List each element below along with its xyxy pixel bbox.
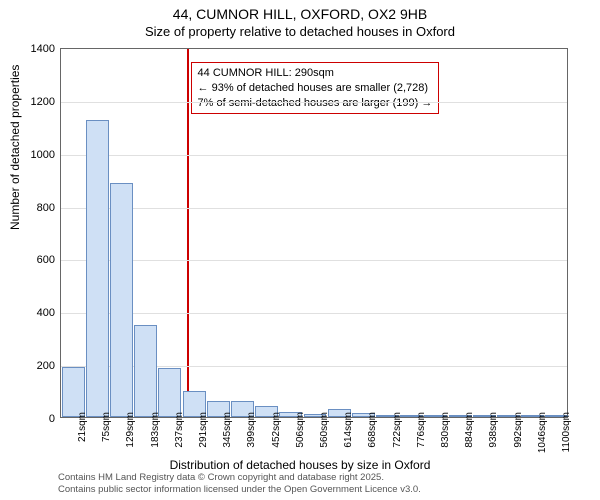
histogram-bar	[110, 183, 133, 417]
info-box-line2: ← 93% of detached houses are smaller (2,…	[198, 81, 433, 96]
x-tick-label: 938sqm	[488, 412, 499, 448]
x-tick-label: 237sqm	[174, 412, 185, 448]
y-tick-label: 1400	[31, 43, 61, 55]
info-box-line3: 7% of semi-detached houses are larger (1…	[198, 96, 433, 111]
info-box: 44 CUMNOR HILL: 290sqm ← 93% of detached…	[191, 62, 440, 115]
x-tick-label: 884sqm	[464, 412, 475, 448]
x-tick-label: 129sqm	[125, 412, 136, 448]
histogram-bar	[62, 367, 85, 417]
y-axis-label: Number of detached properties	[8, 65, 22, 230]
y-tick-label: 200	[37, 360, 61, 372]
y-tick-label: 800	[37, 202, 61, 214]
y-tick-label: 1200	[31, 96, 61, 108]
x-axis-label: Distribution of detached houses by size …	[0, 458, 600, 472]
x-tick-label: 183sqm	[150, 412, 161, 448]
gridline	[61, 260, 567, 261]
x-tick-label: 614sqm	[343, 412, 354, 448]
plot-region: 44 CUMNOR HILL: 290sqm ← 93% of detached…	[60, 48, 568, 418]
x-tick-label: 506sqm	[295, 412, 306, 448]
x-tick-label: 452sqm	[271, 412, 282, 448]
footer-line1: Contains HM Land Registry data © Crown c…	[58, 472, 421, 484]
gridline	[61, 208, 567, 209]
x-tick-label: 560sqm	[319, 412, 330, 448]
x-tick-label: 345sqm	[222, 412, 233, 448]
x-tick-label: 992sqm	[513, 412, 524, 448]
x-tick-label: 830sqm	[440, 412, 451, 448]
x-tick-label: 399sqm	[246, 412, 257, 448]
x-tick-label: 776sqm	[416, 412, 427, 448]
y-tick-label: 400	[37, 307, 61, 319]
page-title-line2: Size of property relative to detached ho…	[0, 22, 600, 39]
footer-attribution: Contains HM Land Registry data © Crown c…	[58, 472, 421, 496]
info-box-line1: 44 CUMNOR HILL: 290sqm	[198, 66, 433, 81]
gridline	[61, 313, 567, 314]
histogram-bar	[86, 120, 109, 417]
y-tick-label: 1000	[31, 149, 61, 161]
footer-line2: Contains public sector information licen…	[58, 484, 421, 496]
histogram-bar	[134, 325, 157, 418]
page-title-line1: 44, CUMNOR HILL, OXFORD, OX2 9HB	[0, 0, 600, 22]
x-tick-label: 1046sqm	[537, 412, 548, 453]
x-tick-label: 1100sqm	[561, 412, 572, 452]
x-tick-label: 291sqm	[198, 412, 209, 448]
x-tick-label: 722sqm	[392, 412, 403, 448]
y-tick-label: 600	[37, 254, 61, 266]
chart-area: 44 CUMNOR HILL: 290sqm ← 93% of detached…	[60, 48, 568, 418]
gridline	[61, 102, 567, 103]
gridline	[61, 155, 567, 156]
y-tick-label: 0	[49, 413, 61, 425]
marker-line	[187, 49, 189, 417]
histogram-bar	[158, 368, 181, 417]
x-tick-label: 668sqm	[367, 412, 378, 448]
